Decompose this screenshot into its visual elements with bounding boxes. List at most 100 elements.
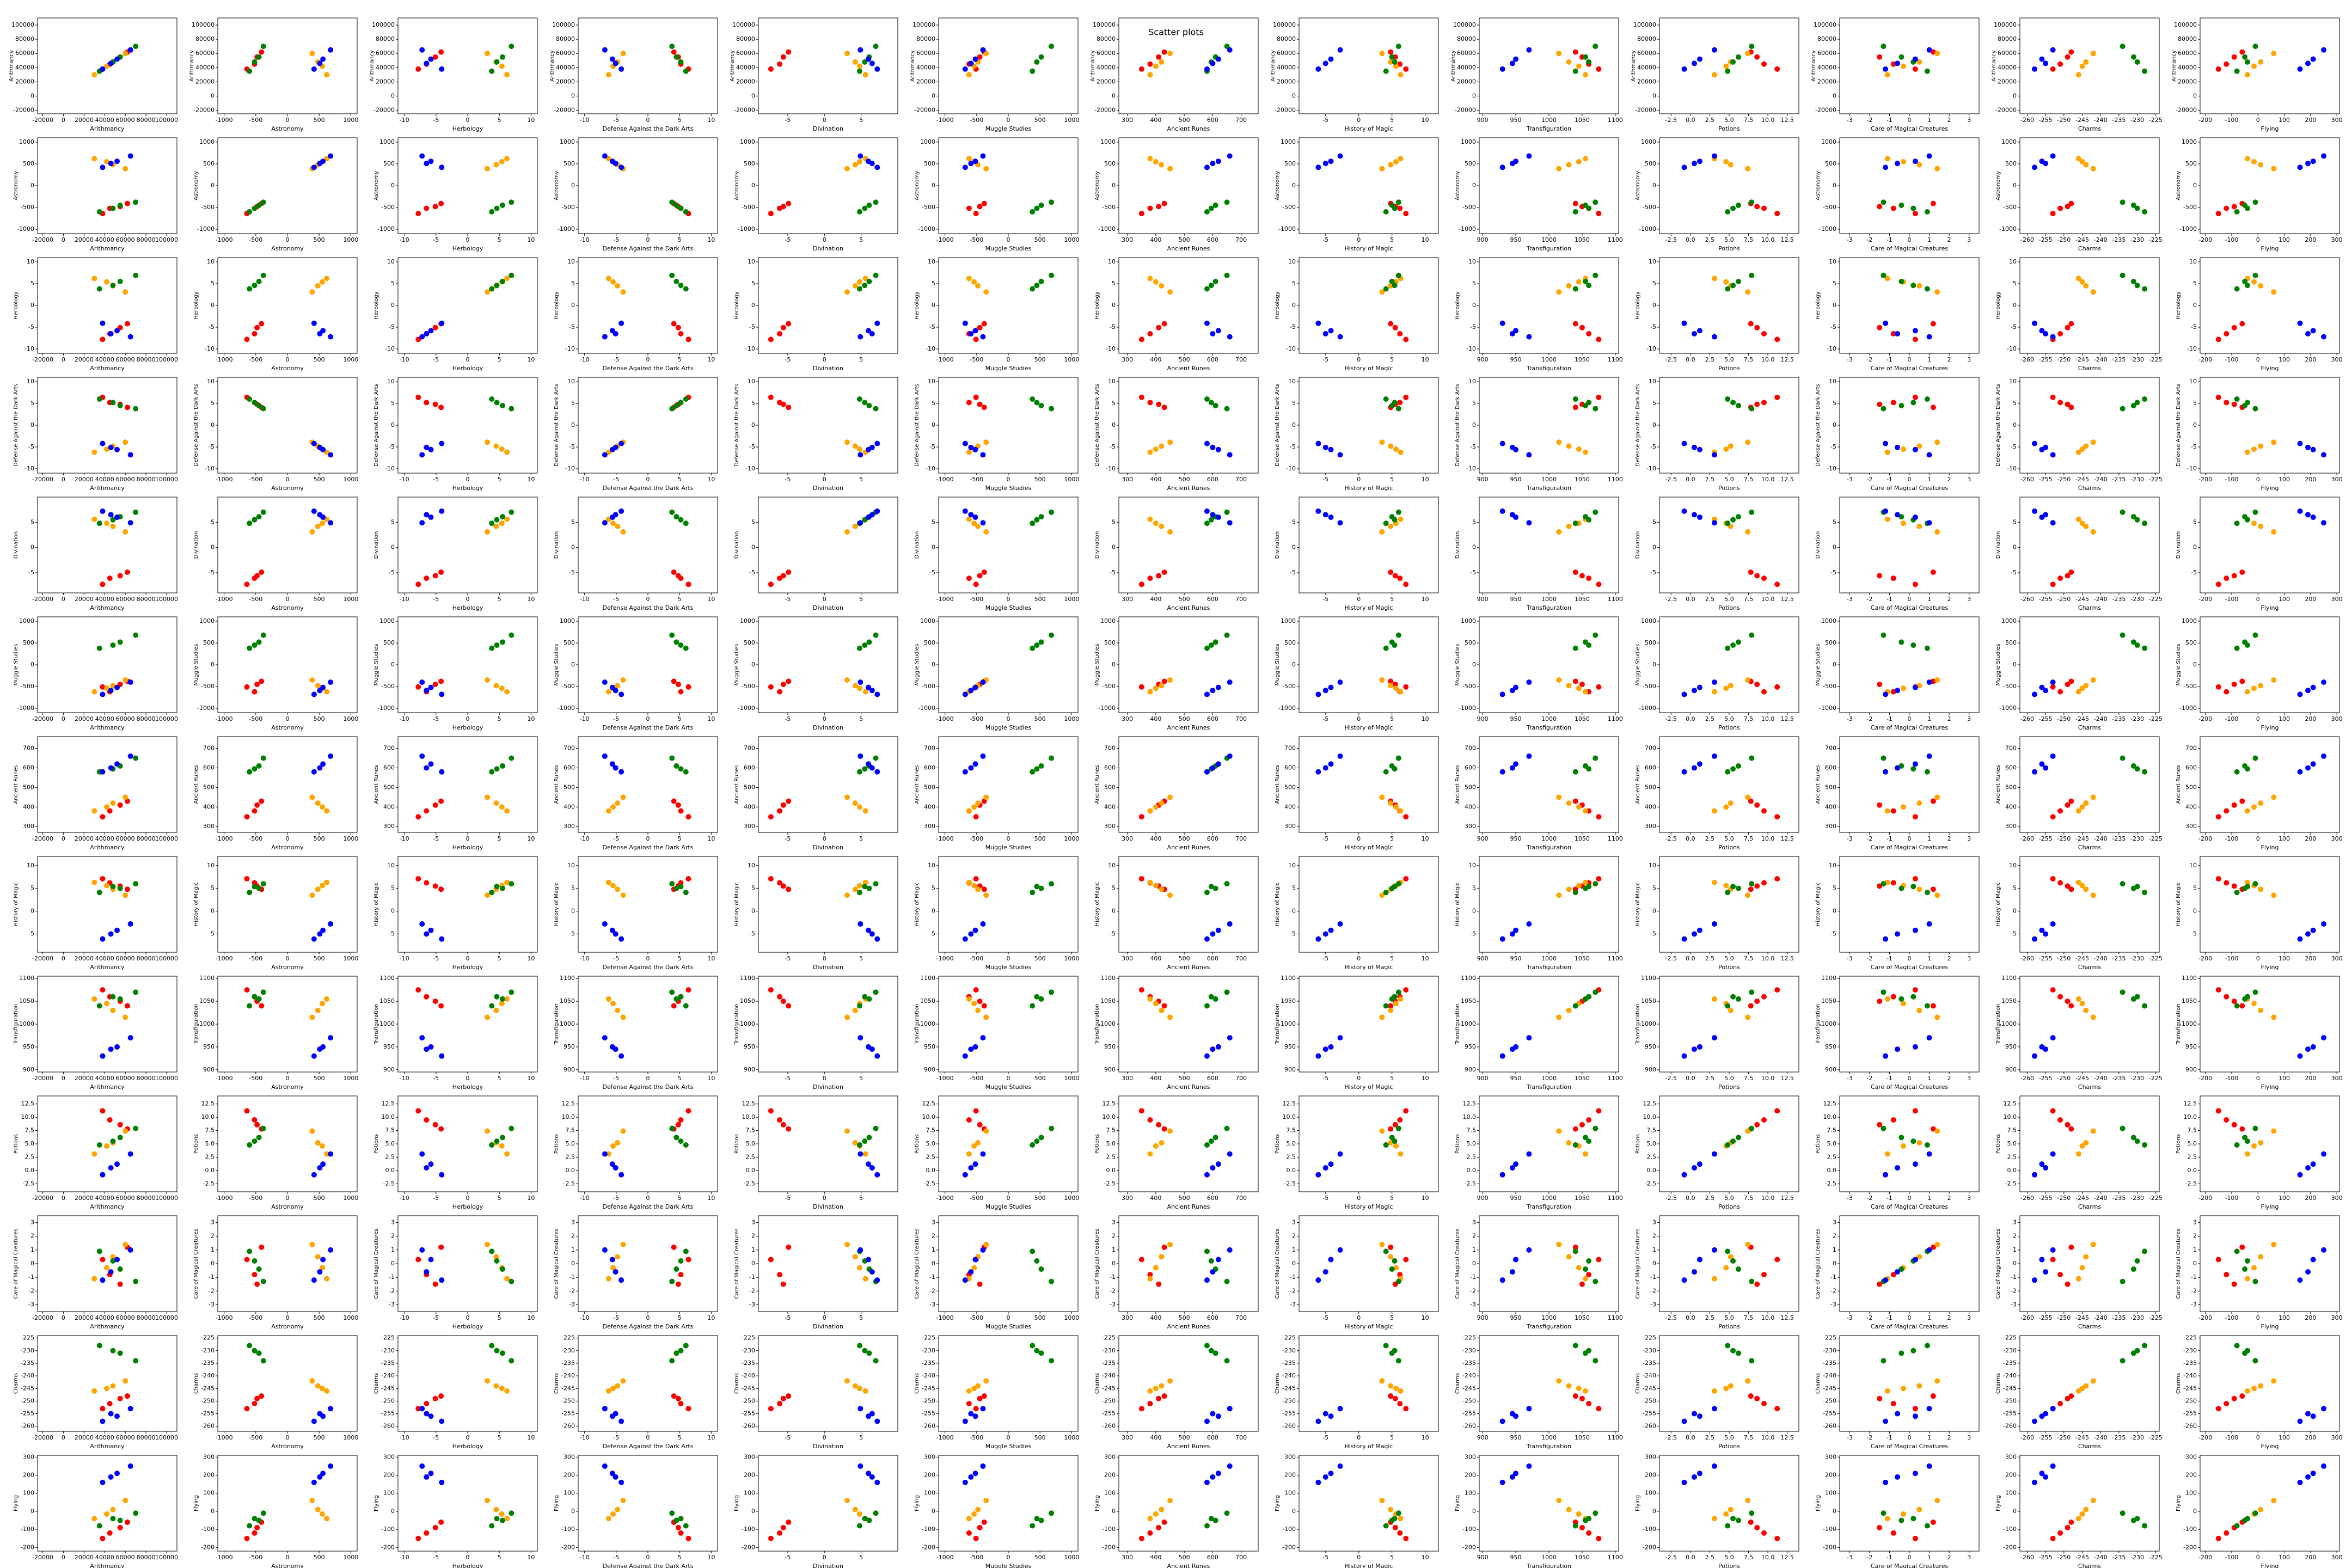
x-tick-label: 0 bbox=[2256, 835, 2260, 842]
y-tick-label: -1000 bbox=[1098, 705, 1116, 712]
point bbox=[499, 159, 505, 164]
point bbox=[1901, 446, 1907, 452]
x-tick-label: 1050 bbox=[1575, 236, 1590, 243]
y-tick-label: 600 bbox=[2005, 764, 2017, 771]
y-tick-label: 5 bbox=[2193, 518, 2197, 525]
x-tick-label: -20000 bbox=[32, 596, 53, 603]
y-tick-label: 0 bbox=[932, 182, 935, 189]
point bbox=[489, 1003, 495, 1009]
y-tick-label: 700 bbox=[564, 745, 575, 752]
point bbox=[1730, 59, 1736, 65]
plot-frame bbox=[938, 976, 1079, 1073]
y-tick-label: 5 bbox=[30, 280, 34, 287]
x-tick-label: 1100 bbox=[1608, 835, 1623, 842]
subplot: -260 -255 -250 -245 -240 -235 -230 -225-2000002… bbox=[1991, 17, 2163, 132]
y-tick-label: 400 bbox=[2005, 803, 2017, 810]
x-axis-label: Transfiguration bbox=[1526, 245, 1571, 252]
subplot: -2.5 0.0 2.5 5.0 7.5 10.0 12.5-10-50510Potions… bbox=[1635, 377, 1799, 492]
subplot: -1000 -500 0 500 1000900950100010501100Muggl… bbox=[914, 975, 1079, 1091]
point bbox=[768, 1108, 774, 1114]
x-tick-label: 5 bbox=[859, 596, 863, 603]
x-axis-label: Herbology bbox=[452, 245, 483, 252]
point bbox=[432, 999, 438, 1004]
point bbox=[320, 1001, 325, 1007]
x-tick-label: -1000 bbox=[216, 117, 233, 124]
point bbox=[678, 517, 684, 523]
point bbox=[494, 517, 500, 523]
y-tick-label: 900 bbox=[2005, 1066, 2017, 1073]
point bbox=[493, 683, 499, 689]
y-tick-label: 10 bbox=[387, 862, 395, 869]
point bbox=[1392, 994, 1398, 1000]
point bbox=[1696, 761, 1702, 767]
y-tick-label: 500 bbox=[1645, 783, 1656, 791]
point bbox=[1038, 203, 1044, 208]
x-tick-label: -500 bbox=[249, 356, 262, 363]
point bbox=[2050, 921, 2056, 927]
x-tick-label: 5 bbox=[498, 1195, 501, 1202]
x-tick-label: 0 bbox=[2256, 1075, 2260, 1082]
point bbox=[100, 987, 106, 993]
point bbox=[1403, 684, 1409, 690]
y-tick-label: -5 bbox=[2191, 443, 2197, 450]
y-axis-label: Muggle Studies bbox=[373, 644, 379, 686]
y-tick-label: 0 bbox=[751, 421, 755, 428]
point bbox=[844, 439, 850, 445]
point bbox=[127, 1035, 133, 1041]
x-tick-label: -225 bbox=[2149, 117, 2163, 124]
x-tick-label: 1050 bbox=[1575, 835, 1590, 842]
point bbox=[2079, 159, 2085, 164]
x-tick-label: 700 bbox=[1235, 356, 1247, 363]
y-tick-label: -500 bbox=[1462, 683, 1476, 690]
x-tick-label: -235 bbox=[2112, 1075, 2126, 1082]
point bbox=[874, 508, 880, 514]
point bbox=[669, 755, 675, 761]
x-axis-label: Flying bbox=[2261, 125, 2279, 132]
subplot: 300 400 500 600 700-1000-50005001000Ancient … bbox=[1094, 137, 1259, 252]
point bbox=[874, 936, 880, 942]
x-axis-label: Astronomy bbox=[271, 964, 304, 971]
plot-frame bbox=[1839, 497, 1980, 593]
plot-frame bbox=[217, 616, 358, 713]
x-tick-label: -5 bbox=[613, 835, 619, 842]
y-tick-label: 300 bbox=[383, 823, 395, 830]
y-axis-label: Muggle Studies bbox=[554, 644, 560, 686]
point bbox=[104, 446, 110, 452]
x-tick-label: 500 bbox=[1034, 1075, 1046, 1082]
y-tick-label: 12.5 bbox=[742, 1100, 756, 1107]
point bbox=[1745, 677, 1751, 683]
point bbox=[768, 876, 774, 882]
y-tick-label: 1000 bbox=[560, 1020, 575, 1027]
y-tick-label: -5 bbox=[1650, 443, 1656, 450]
y-axis-label: Defense Against the Dark Arts bbox=[1094, 384, 1100, 467]
y-tick-label: -1000 bbox=[1819, 225, 1836, 232]
point bbox=[786, 569, 792, 575]
point bbox=[1526, 47, 1532, 53]
point bbox=[615, 886, 621, 892]
x-axis-label: Herbology bbox=[452, 485, 483, 492]
y-tick-label: 0 bbox=[211, 182, 215, 189]
point bbox=[1034, 59, 1040, 65]
point bbox=[509, 632, 514, 638]
point bbox=[2244, 283, 2250, 289]
point bbox=[980, 921, 986, 927]
x-tick-label: -100 bbox=[2225, 476, 2238, 483]
point bbox=[1049, 44, 1055, 50]
x-tick-label: -5 bbox=[1322, 955, 1328, 962]
y-tick-label: 0 bbox=[1472, 92, 1476, 99]
x-tick-label: 700 bbox=[1235, 117, 1247, 124]
y-tick-label: 300 bbox=[924, 823, 935, 830]
x-tick-label: 20000 bbox=[75, 715, 94, 722]
point bbox=[975, 1007, 981, 1013]
x-axis-label: Charms bbox=[2078, 485, 2101, 492]
point bbox=[612, 1165, 618, 1171]
x-tick-label: -235 bbox=[2112, 835, 2126, 842]
x-tick-label: 300 bbox=[1122, 117, 1133, 124]
point bbox=[504, 689, 510, 695]
point bbox=[252, 59, 258, 65]
y-tick-label: 900 bbox=[1465, 1066, 1476, 1073]
